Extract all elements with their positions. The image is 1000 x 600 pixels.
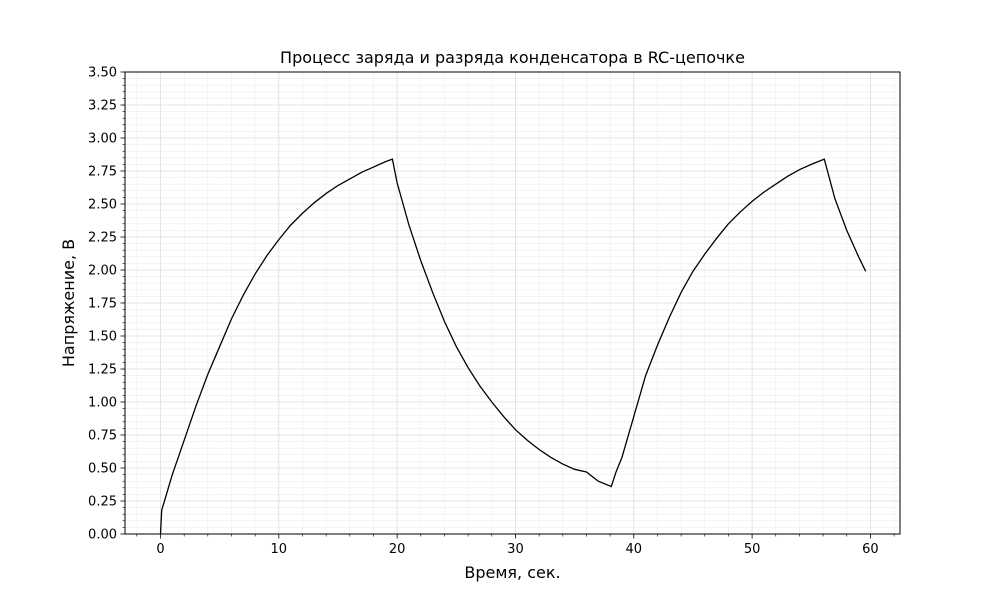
x-tick-label: 60 [862, 542, 879, 557]
y-tick-label: 0.50 [88, 462, 117, 477]
y-tick-label: 1.25 [88, 363, 117, 378]
y-tick-label: 0.25 [88, 495, 117, 510]
y-tick-label: 1.50 [88, 330, 117, 345]
y-tick-label: 2.75 [88, 165, 117, 180]
major-ticks [120, 71, 871, 539]
y-axis-title: Напряжение, В [59, 239, 78, 367]
y-tick-label: 1.75 [88, 297, 117, 312]
y-tick-label: 0.75 [88, 429, 117, 444]
y-tick-label: 2.00 [88, 264, 117, 279]
y-tick-label: 0.00 [88, 528, 117, 543]
y-tick-label: 3.00 [88, 132, 117, 147]
plot-frame [124, 71, 901, 535]
grid [125, 71, 900, 535]
x-tick-label: 50 [744, 542, 761, 557]
x-axis-title: Время, сек. [464, 563, 560, 582]
x-tick-label: 30 [507, 542, 524, 557]
x-tick-label: 40 [626, 542, 643, 557]
y-tick-label: 2.50 [88, 198, 117, 213]
tick-labels: 0 10 20 30 40 50 60 0.00 0.25 0.50 0.75 1.00 1.25 1.5… [88, 66, 879, 558]
y-tick-label: 3.50 [88, 66, 117, 81]
x-tick-label: 0 [156, 542, 164, 557]
chart-title: Процесс заряда и разряда конденсатора в … [280, 48, 745, 67]
x-tick-label: 10 [271, 542, 288, 557]
x-tick-label: 20 [389, 542, 406, 557]
y-tick-label: 1.00 [88, 396, 117, 411]
series-line [159, 158, 867, 535]
y-tick-label: 3.25 [88, 99, 117, 114]
y-tick-label: 2.25 [88, 231, 117, 246]
